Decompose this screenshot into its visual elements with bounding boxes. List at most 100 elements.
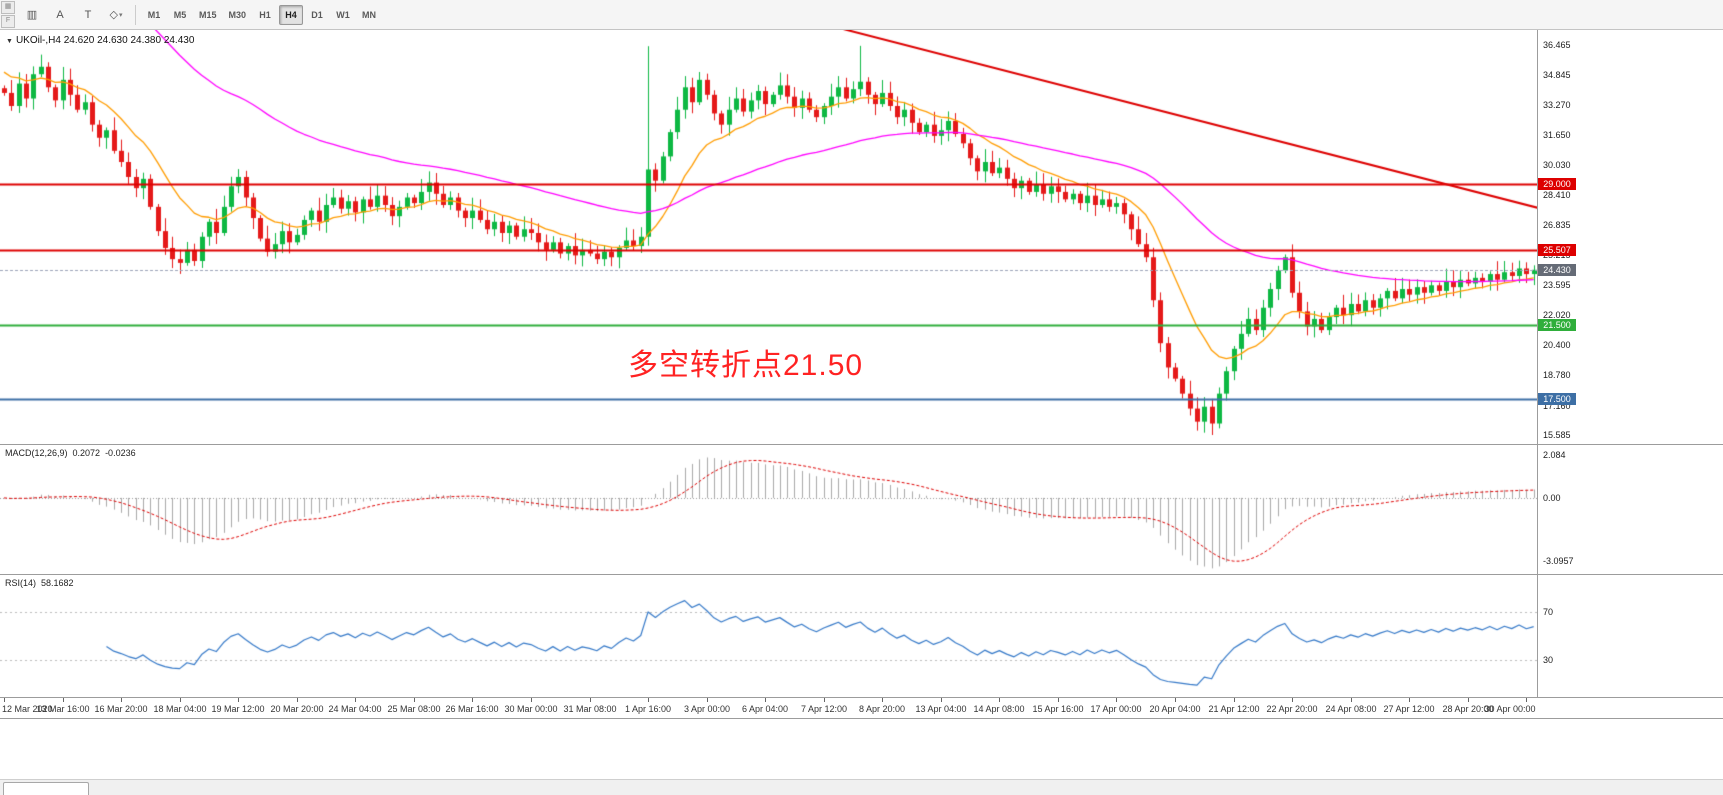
price-tick: 33.270 xyxy=(1543,99,1571,110)
chevron-down-icon: ▾ xyxy=(118,11,123,19)
time-tick-mark xyxy=(1409,698,1410,702)
price-axis-separator xyxy=(1537,30,1538,718)
time-tick-mark xyxy=(999,698,1000,702)
time-tick-mark xyxy=(355,698,356,702)
rsi-axis: 70 30 xyxy=(1538,575,1722,697)
time-tick-mark xyxy=(1526,698,1527,702)
timeframe-group: M1 M5 M15 M30 H1 H4 D1 W1 MN xyxy=(141,4,382,25)
price-axis: 36.465 34.845 33.270 31.650 30.030 28.410 26.8… xyxy=(1538,30,1722,444)
time-label: 22 Apr 20:00 xyxy=(1266,704,1318,714)
time-label: 27 Apr 12:00 xyxy=(1383,704,1435,714)
timeframe-m15-button[interactable]: M15 xyxy=(199,9,217,20)
timeframe-m30-button[interactable]: M30 xyxy=(228,9,247,20)
time-tick-mark xyxy=(1468,698,1469,702)
time-label: 28 Apr 20:00 xyxy=(1442,704,1494,714)
rsi-indicator-canvas[interactable] xyxy=(0,575,1537,697)
time-tick-mark xyxy=(531,698,532,702)
annotation-a-icon[interactable]: A xyxy=(56,8,64,21)
chart-type-icon[interactable]: ▥ xyxy=(26,9,38,21)
timeframe-h4-button[interactable]: H4 xyxy=(279,4,304,25)
time-label: 19 Mar 12:00 xyxy=(211,704,265,714)
level-badge-17.500[interactable]: 17.500 xyxy=(1538,393,1576,406)
time-label: 8 Apr 20:00 xyxy=(858,704,906,714)
toolbar-separator xyxy=(135,4,136,25)
time-label: 14 Apr 08:00 xyxy=(973,704,1025,714)
chart-tab[interactable] xyxy=(3,782,89,795)
time-tick-mark xyxy=(1058,698,1059,702)
time-tick-mark xyxy=(4,698,5,702)
rsi-label: RSI(14) 58.1682 xyxy=(5,578,74,588)
chart-tab-bar xyxy=(0,779,1723,795)
collapse-triangle-icon[interactable]: ▼ xyxy=(6,38,13,45)
timeframe-mn-button[interactable]: MN xyxy=(362,9,377,20)
window-edge-icon: F xyxy=(1,15,15,28)
time-tick-mark xyxy=(1234,698,1235,702)
time-tick-mark xyxy=(882,698,883,702)
toolbar-handle: ▦ F xyxy=(1,1,15,28)
time-tick-mark xyxy=(765,698,766,702)
price-tick: 15.585 xyxy=(1543,430,1571,440)
time-label: 31 Mar 08:00 xyxy=(563,704,617,714)
price-tick: 20.400 xyxy=(1543,340,1571,351)
price-tick: 34.845 xyxy=(1543,70,1571,81)
current-price-badge[interactable]: 24.430 xyxy=(1538,263,1576,276)
rsi-tick: 30 xyxy=(1543,655,1554,666)
timeframe-m5-button[interactable]: M5 xyxy=(173,9,187,20)
macd-signal-value: -0.0236 xyxy=(105,448,136,458)
time-label: 17 Apr 00:00 xyxy=(1090,704,1142,714)
time-label: 20 Apr 04:00 xyxy=(1149,704,1201,714)
level-badge-25.507[interactable]: 25.507 xyxy=(1538,243,1576,256)
window-edge-icon: ▦ xyxy=(1,1,15,14)
time-tick-mark xyxy=(63,698,64,702)
time-tick-mark xyxy=(414,698,415,702)
time-tick-mark xyxy=(180,698,181,702)
shapes-dropdown-icon[interactable]: ◇ ▾ xyxy=(109,9,123,21)
pane-separator xyxy=(0,697,1723,698)
time-tick-mark xyxy=(824,698,825,702)
time-label: 18 Mar 04:00 xyxy=(153,704,207,714)
price-tick: 26.835 xyxy=(1543,219,1571,230)
time-label: 3 Apr 00:00 xyxy=(683,704,731,714)
time-tick-mark xyxy=(707,698,708,702)
time-label: 20 Mar 20:00 xyxy=(270,704,324,714)
timeframe-m1-button[interactable]: M1 xyxy=(147,9,161,20)
time-label: 25 Mar 08:00 xyxy=(387,704,441,714)
pane-separator xyxy=(0,718,1723,719)
macd-indicator-canvas[interactable] xyxy=(0,445,1537,573)
price-tick: 18.780 xyxy=(1543,370,1571,381)
macd-tick: -3.0957 xyxy=(1543,555,1574,566)
level-badge-21.500[interactable]: 21.500 xyxy=(1538,318,1576,331)
time-label: 6 Apr 04:00 xyxy=(741,704,789,714)
time-label: 21 Apr 12:00 xyxy=(1208,704,1260,714)
timeframe-h1-button[interactable]: H1 xyxy=(259,9,271,20)
timeframe-d1-button[interactable]: D1 xyxy=(311,9,323,20)
time-label: 30 Apr 00:00 xyxy=(1484,704,1536,714)
macd-axis: 2.084 0.00 -3.0957 xyxy=(1538,445,1722,573)
time-label: 13 Apr 04:00 xyxy=(915,704,967,714)
price-tick: 36.465 xyxy=(1543,40,1571,50)
time-label: 13 Mar 16:00 xyxy=(36,704,90,714)
toolbar: ▦ F ▥ A T ◇ ▾ M1 M5 M15 M30 H1 H4 D1 W1 MN xyxy=(0,0,1723,30)
timeframe-w1-button[interactable]: W1 xyxy=(336,9,350,20)
time-tick-mark xyxy=(1292,698,1293,702)
time-tick-mark xyxy=(1116,698,1117,702)
chart-title: ▼ UKOil-,H4 24.620 24.630 24.380 24.430 xyxy=(6,35,194,46)
annotation-t-icon[interactable]: T xyxy=(84,8,92,21)
pane-separator[interactable] xyxy=(0,444,1723,445)
time-label: 16 Mar 20:00 xyxy=(94,704,148,714)
price-tick: 23.595 xyxy=(1543,280,1571,291)
chart-title-text: UKOil-,H4 24.620 24.630 24.380 24.430 xyxy=(15,35,195,46)
time-label: 12 Mar 2020 xyxy=(2,704,53,714)
time-label: 15 Apr 16:00 xyxy=(1032,704,1084,714)
level-badge-29.000[interactable]: 29.000 xyxy=(1538,178,1576,191)
price-tick: 22.020 xyxy=(1543,309,1571,320)
rsi-name: RSI(14) xyxy=(5,578,37,588)
price-chart-canvas[interactable] xyxy=(0,30,1537,443)
time-tick-mark xyxy=(648,698,649,702)
price-tick: 28.410 xyxy=(1543,190,1571,201)
time-axis[interactable]: 12 Mar 2020 13 Mar 16:00 16 Mar 20:00 18 Ma… xyxy=(0,698,1723,718)
pane-separator[interactable] xyxy=(0,574,1723,575)
chart-annotation-text[interactable]: 多空转折点21.50 xyxy=(628,349,864,382)
macd-name: MACD(12,26,9) xyxy=(5,448,68,458)
